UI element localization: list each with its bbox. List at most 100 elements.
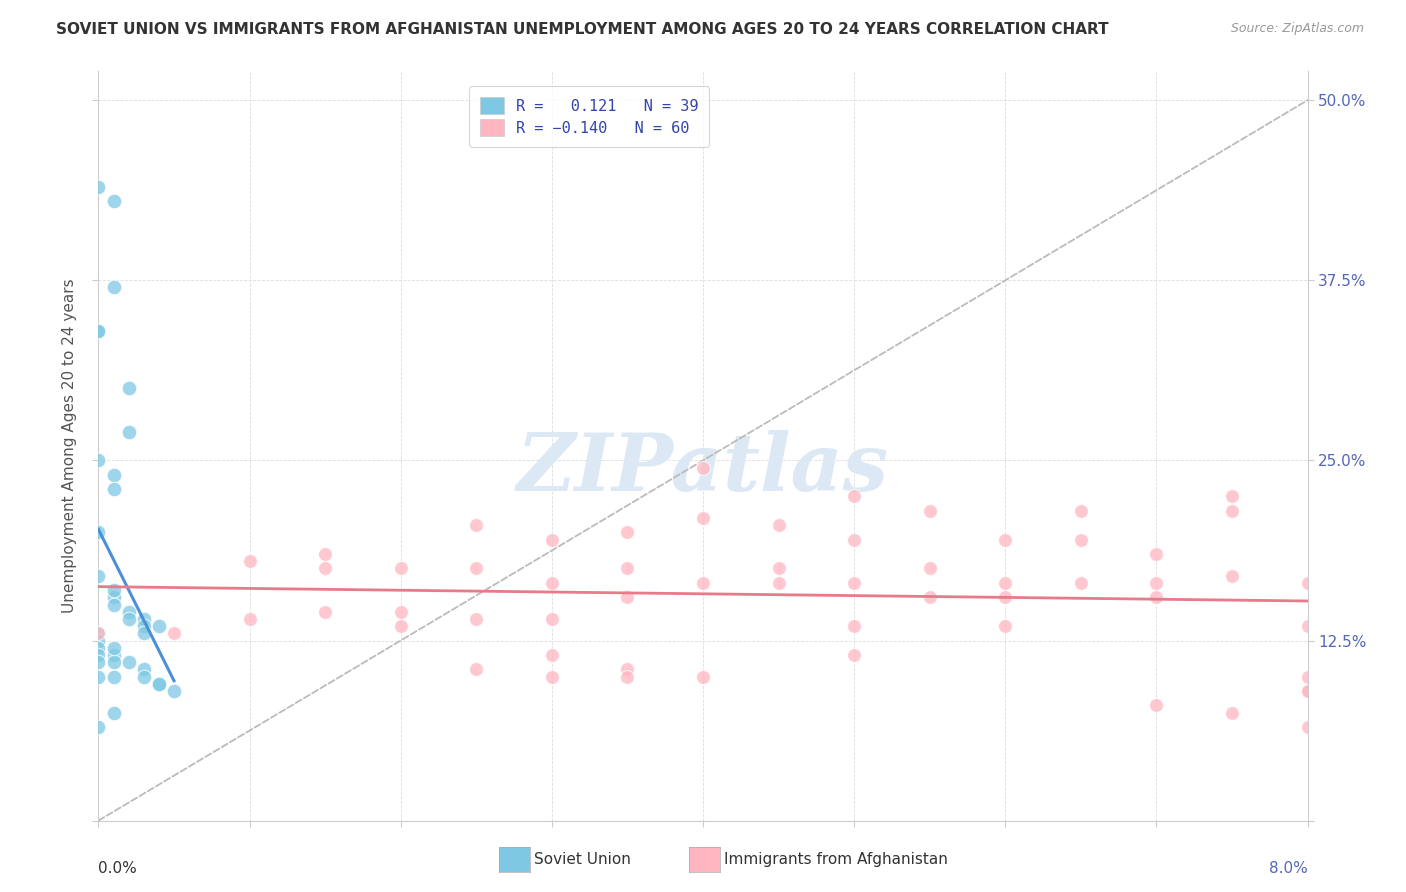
Point — [844, 533, 866, 547]
Point — [389, 619, 412, 633]
Point — [103, 640, 125, 655]
Point — [1146, 698, 1168, 713]
Point — [994, 591, 1017, 605]
Text: Immigrants from Afghanistan: Immigrants from Afghanistan — [724, 853, 948, 867]
Point — [692, 669, 714, 683]
Point — [540, 575, 562, 590]
Point — [103, 598, 125, 612]
Point — [87, 179, 110, 194]
Point — [1296, 684, 1319, 698]
Point — [692, 575, 714, 590]
Text: 0.0%: 0.0% — [98, 861, 138, 876]
Point — [1220, 490, 1243, 504]
Point — [1146, 547, 1168, 561]
Point — [314, 605, 336, 619]
Point — [314, 561, 336, 575]
Point — [87, 648, 110, 662]
Point — [768, 518, 790, 533]
Point — [844, 648, 866, 662]
Point — [87, 626, 110, 640]
Point — [616, 662, 638, 676]
Text: SOVIET UNION VS IMMIGRANTS FROM AFGHANISTAN UNEMPLOYMENT AMONG AGES 20 TO 24 YEA: SOVIET UNION VS IMMIGRANTS FROM AFGHANIS… — [56, 22, 1109, 37]
Point — [616, 525, 638, 540]
Point — [1220, 706, 1243, 720]
Point — [465, 662, 488, 676]
Point — [994, 619, 1017, 633]
Point — [87, 633, 110, 648]
Text: 8.0%: 8.0% — [1268, 861, 1308, 876]
Text: ZIPatlas: ZIPatlas — [517, 430, 889, 508]
Point — [87, 669, 110, 683]
Point — [616, 669, 638, 683]
Point — [87, 626, 110, 640]
Point — [103, 655, 125, 669]
Point — [540, 669, 562, 683]
Point — [314, 547, 336, 561]
Point — [844, 619, 866, 633]
Point — [87, 324, 110, 338]
Point — [844, 575, 866, 590]
Point — [768, 575, 790, 590]
Point — [103, 482, 125, 496]
Point — [118, 381, 141, 395]
Point — [465, 518, 488, 533]
Point — [148, 677, 170, 691]
Point — [540, 612, 562, 626]
Point — [994, 575, 1017, 590]
Point — [103, 591, 125, 605]
Point — [118, 612, 141, 626]
Point — [465, 612, 488, 626]
Point — [87, 525, 110, 540]
Point — [1220, 504, 1243, 518]
Text: Soviet Union: Soviet Union — [534, 853, 631, 867]
Point — [87, 324, 110, 338]
Point — [994, 533, 1017, 547]
Point — [918, 591, 941, 605]
Point — [103, 583, 125, 598]
Point — [87, 568, 110, 582]
Point — [1070, 575, 1092, 590]
Point — [540, 533, 562, 547]
Point — [540, 648, 562, 662]
Point — [1296, 575, 1319, 590]
Point — [163, 626, 186, 640]
Point — [1296, 720, 1319, 734]
Point — [239, 612, 262, 626]
Point — [148, 619, 170, 633]
Point — [103, 280, 125, 294]
Legend: R =   0.121   N = 39, R = −0.140   N = 60: R = 0.121 N = 39, R = −0.140 N = 60 — [468, 87, 710, 146]
Point — [616, 561, 638, 575]
Point — [132, 619, 155, 633]
Point — [1296, 619, 1319, 633]
Point — [132, 662, 155, 676]
Point — [118, 425, 141, 439]
Point — [148, 677, 170, 691]
Point — [389, 605, 412, 619]
Point — [844, 490, 866, 504]
Point — [87, 640, 110, 655]
Y-axis label: Unemployment Among Ages 20 to 24 years: Unemployment Among Ages 20 to 24 years — [62, 278, 77, 614]
Point — [692, 511, 714, 525]
Point — [616, 591, 638, 605]
Point — [1146, 575, 1168, 590]
Point — [103, 648, 125, 662]
Point — [239, 554, 262, 568]
Text: Source: ZipAtlas.com: Source: ZipAtlas.com — [1230, 22, 1364, 36]
Point — [692, 460, 714, 475]
Point — [103, 194, 125, 208]
Point — [87, 655, 110, 669]
Point — [103, 706, 125, 720]
Point — [389, 561, 412, 575]
Point — [87, 453, 110, 467]
Point — [132, 626, 155, 640]
Point — [132, 669, 155, 683]
Point — [465, 561, 488, 575]
Point — [1296, 684, 1319, 698]
Point — [1146, 591, 1168, 605]
Point — [103, 669, 125, 683]
Point — [1070, 504, 1092, 518]
Point — [1296, 669, 1319, 683]
Point — [132, 612, 155, 626]
Point — [768, 561, 790, 575]
Point — [103, 467, 125, 482]
